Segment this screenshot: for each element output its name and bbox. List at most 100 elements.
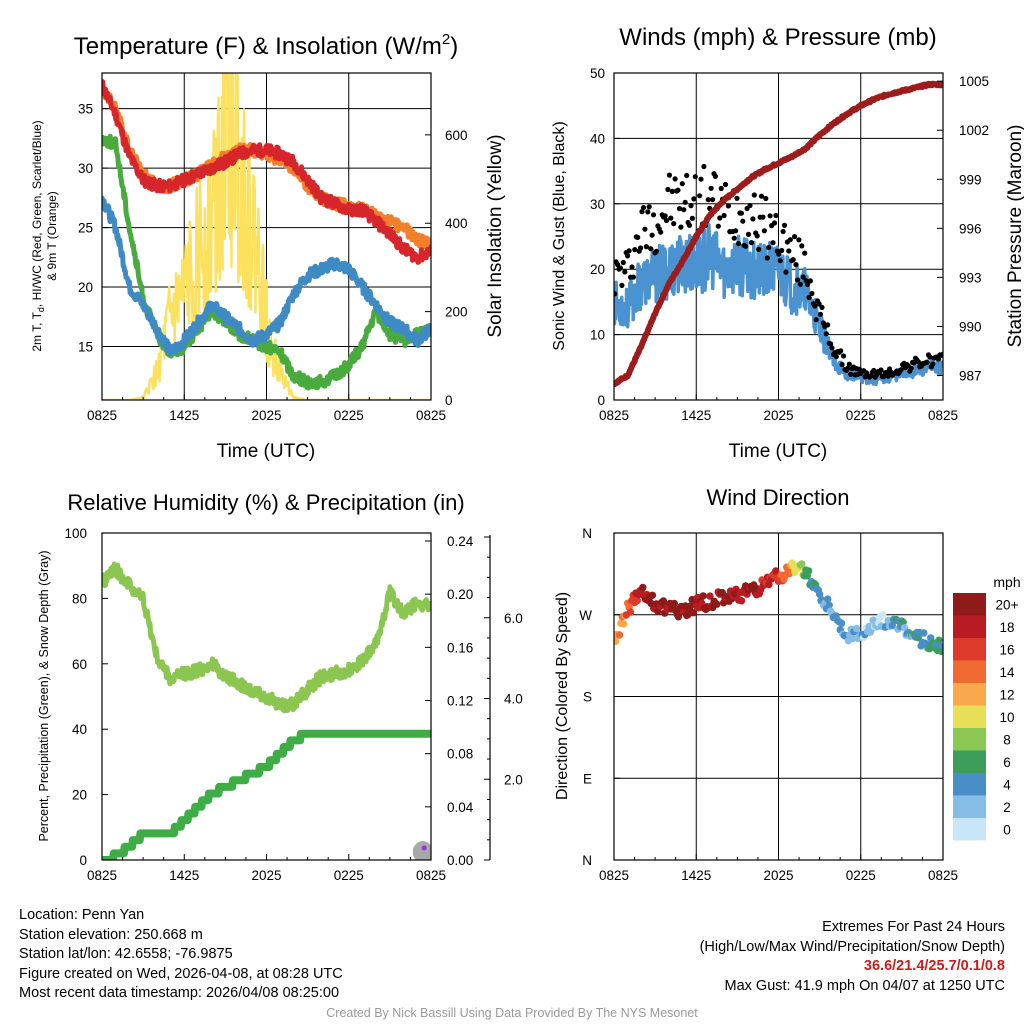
insolation-y-axis-label: Solar Insolation (Yellow) [485, 134, 506, 337]
gust-point [805, 281, 811, 287]
gust-point [629, 264, 635, 270]
figure-created: Figure created on Wed, 2026-04-08, at 08… [19, 965, 343, 982]
gust-point [751, 192, 757, 198]
wind-direction-point [798, 560, 806, 568]
wind-direction-point [670, 599, 678, 608]
wind-direction-point [648, 591, 657, 599]
wind-direction-y-tick-label: N [582, 853, 592, 868]
gust-point [725, 203, 732, 209]
humidity-x-tick-label: 1425 [169, 868, 199, 883]
speed-legend-label: 6 [1003, 755, 1011, 770]
wind-direction-point [935, 636, 943, 644]
precip-y-tick-label: 0.20 [447, 587, 473, 602]
insolation-y-tick-label: 600 [445, 128, 468, 143]
gust-point [617, 265, 624, 271]
gust-point [760, 214, 766, 220]
wind-direction-y-tick-label: E [583, 771, 592, 786]
gust-point [710, 197, 716, 203]
speed-legend: 20+ 18 16 14 12 10 8 6 4 2 0 [953, 593, 1019, 841]
gust-point [715, 223, 721, 229]
gust-point [649, 232, 655, 238]
gust-point [758, 193, 765, 199]
temperature-y-tick-label: 20 [78, 280, 93, 295]
speed-legend-label: 18 [999, 620, 1014, 635]
speed-legend-swatch [953, 750, 986, 773]
gust-point [731, 235, 737, 241]
wind-direction-y-tick-label: S [583, 690, 592, 705]
credit-line: Created By Nick Bassill Using Data Provi… [326, 1006, 698, 1020]
gust-point [614, 291, 618, 297]
winds-panel: Winds (mph) & Pressure (mb) 0825 1425 2025… [551, 24, 1024, 462]
wind-direction-point [765, 580, 773, 589]
winds-x-tick-label: 1425 [681, 408, 711, 423]
pressure-y-tick-label: 990 [959, 319, 982, 334]
gust-point [675, 187, 681, 193]
humidity-panel-title: Relative Humidity (%) & Precipitation (i… [67, 490, 464, 515]
precip-y-tick-label: 0.08 [447, 747, 473, 762]
wind-direction-point [848, 634, 857, 643]
precip-y-tick-label: 0.04 [447, 800, 474, 815]
gust-point [777, 258, 783, 264]
wind-direction-point [699, 592, 707, 600]
gust-point [799, 243, 805, 249]
winds-y-tick-label: 10 [590, 328, 605, 343]
humidity-axes: 0825 1425 2025 0225 08250204060801000.000.04… [64, 526, 522, 883]
winds-x-tick-label: 0825 [599, 408, 629, 423]
winds-y-tick-label: 30 [590, 197, 605, 212]
gust-point [845, 365, 851, 371]
winds-axes: 0825 1425 2025 0225 082501020304050987990993… [590, 66, 989, 423]
gust-point [663, 217, 670, 224]
wind-direction-point [805, 567, 813, 575]
gust-point [848, 371, 854, 377]
wind-direction-point [713, 600, 721, 608]
gust-point [678, 224, 684, 230]
gust-point [838, 348, 844, 354]
winds-y-tick-label: 20 [590, 262, 605, 277]
windchill-line [102, 195, 431, 357]
gust-point [697, 193, 703, 199]
gust-point [807, 278, 814, 284]
gust-point [776, 251, 782, 257]
wind-direction-x-tick-label: 1425 [681, 868, 711, 883]
gust-point [773, 212, 779, 219]
speed-legend-label: 8 [1003, 732, 1011, 747]
gust-point [754, 233, 760, 239]
extremes-title: Extremes For Past 24 Hours [822, 919, 1005, 935]
gust-point [642, 226, 648, 232]
gust-point [743, 243, 749, 249]
pressure-line [614, 80, 943, 388]
speed-legend-label: 0 [1003, 822, 1011, 837]
station-location: Location: Penn Yan [19, 907, 145, 923]
winds-y-tick-label: 50 [590, 66, 605, 81]
gust-point [643, 244, 650, 250]
wind-direction-point [899, 618, 907, 626]
insolation-y-tick-label: 200 [445, 305, 468, 320]
gust-point [793, 262, 799, 268]
gust-point [924, 359, 930, 366]
gust-point [632, 247, 638, 253]
pressure-y-tick-label: 993 [959, 270, 982, 285]
gust-point [676, 206, 683, 212]
gust-point [672, 176, 678, 182]
wind-direction-point [615, 631, 624, 639]
gust-point [787, 237, 793, 243]
winds-grid [614, 73, 943, 400]
temperature-y-tick-label: 25 [78, 221, 93, 236]
humidity-line [102, 561, 431, 714]
humidity-y-tick-label: 80 [72, 591, 87, 606]
gust-point [712, 173, 719, 179]
gust-point [927, 354, 933, 360]
speed-legend-swatch [953, 615, 986, 638]
temperature-panel: Temperature (F) & Insolation (W/m2) 0825… [30, 31, 506, 462]
winds-x-tick-label: 2025 [763, 408, 793, 423]
speed-legend-label: 2 [1003, 800, 1011, 815]
gust-point [747, 202, 753, 209]
gust-point [735, 241, 742, 247]
wind-direction-x-tick-label: 0825 [599, 868, 629, 883]
gust-point [662, 213, 668, 219]
gust-point [935, 356, 942, 362]
speed-legend-swatch [953, 705, 986, 728]
wind-direction-point [674, 613, 683, 621]
gust-point [812, 303, 818, 309]
